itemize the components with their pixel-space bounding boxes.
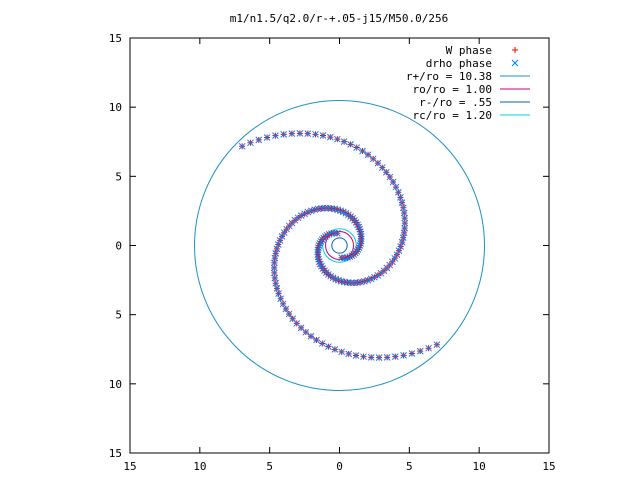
drho-phase-point	[391, 353, 399, 360]
radius-circle	[331, 237, 348, 254]
drho-phase-point	[392, 183, 400, 191]
y-tick-label: 10	[109, 378, 122, 391]
x-tick-label: 15	[123, 460, 136, 473]
drho-phase-point	[425, 344, 432, 352]
drho-phase-point	[273, 285, 281, 292]
legend-point-swatch	[512, 47, 518, 53]
drho-phase-point	[360, 353, 367, 361]
drho-phase-point	[277, 295, 285, 303]
drho-phase-point	[307, 332, 315, 340]
radius-circle	[322, 228, 357, 263]
x-tick-label: 5	[406, 460, 413, 473]
y-tick-label: 15	[109, 447, 122, 460]
drho-phase-point	[282, 305, 290, 313]
drho-phase-point	[369, 155, 377, 163]
drho-phase-point	[288, 130, 296, 137]
drho-phase-point	[302, 328, 310, 336]
drho-phase-point	[325, 343, 332, 350]
radius-circle	[194, 100, 485, 391]
drho-phase-point	[313, 336, 320, 344]
x-tick-label: 10	[193, 460, 206, 473]
legend-label: rc/ro = 1.20	[413, 109, 492, 122]
drho-phase-point	[401, 219, 409, 227]
drho-phase-point	[270, 259, 278, 267]
drho-phase-point	[397, 243, 405, 250]
drho-phase-point	[272, 132, 279, 140]
y-tick-label: 5	[115, 170, 122, 183]
drho-phase-point	[326, 133, 334, 141]
x-tick-label: 5	[266, 460, 273, 473]
chart-title: m1/n1.5/q2.0/r-+.05-j15/M50.0/256	[230, 12, 449, 25]
drho-phase-point	[375, 354, 383, 361]
drho-phase-point	[319, 132, 327, 139]
drho-phase-point	[270, 264, 278, 272]
drho-phase-point	[285, 310, 293, 318]
y-tick-label: 10	[109, 101, 122, 114]
legend-label: ro/ro = 1.00	[413, 83, 492, 96]
drho-phase-point	[353, 144, 361, 151]
drho-phase-point	[304, 130, 312, 137]
drho-phase-point	[275, 290, 282, 297]
drho-phase-point	[247, 139, 254, 147]
y-tick-label: 5	[115, 309, 122, 322]
drho-phase-point	[386, 173, 394, 181]
drho-phase-point	[347, 141, 354, 148]
legend-point-swatch	[511, 59, 519, 67]
drho-phase-point	[331, 346, 339, 353]
x-tick-label: 0	[336, 460, 343, 473]
drho-phase-point	[394, 188, 402, 196]
drho-phase-point	[255, 136, 263, 144]
y-tick-label: 0	[115, 240, 122, 253]
drho-phase-point	[364, 151, 372, 159]
drho-phase-point	[340, 138, 348, 145]
legend-label: W phase	[446, 44, 492, 57]
drho-phase-point	[389, 178, 397, 186]
drho-phase-point	[399, 204, 407, 212]
drho-phase-point	[383, 354, 391, 361]
legend-label: r-/ro = .55	[419, 96, 492, 109]
drho-phase-point	[398, 199, 406, 206]
drho-phase-point	[367, 354, 375, 361]
drho-phase-point	[280, 131, 288, 138]
drho-phase-point	[416, 347, 424, 355]
drho-phase-point	[345, 350, 353, 358]
drho-phase-point	[333, 135, 341, 143]
phase-points	[238, 130, 441, 361]
drho-phase-point	[318, 340, 326, 347]
legend-label: drho phase	[426, 57, 492, 70]
y-tick-label: 15	[109, 32, 122, 45]
drho-phase-point	[401, 224, 409, 232]
drho-phase-point	[271, 274, 279, 282]
drho-phase-point	[307, 207, 315, 215]
drho-phase-point	[408, 350, 416, 357]
drho-phase-point	[272, 279, 280, 287]
drho-phase-point	[338, 348, 346, 356]
drho-phase-point	[238, 142, 246, 150]
drho-phase-point	[312, 130, 319, 138]
drho-phase-point	[397, 194, 404, 201]
legend-label: r+/ro = 10.38	[406, 70, 492, 83]
drho-phase-point	[274, 241, 282, 248]
drho-phase-point	[400, 209, 408, 217]
radius-circles	[194, 100, 485, 391]
drho-phase-point	[364, 276, 372, 284]
drho-phase-point	[433, 341, 441, 349]
drho-phase-point	[296, 130, 304, 137]
drho-phase-point	[279, 300, 287, 308]
x-tick-label: 15	[542, 460, 555, 473]
drho-phase-point	[263, 134, 271, 141]
drho-phase-point	[359, 147, 366, 155]
drho-phase-point	[400, 351, 407, 359]
x-tick-label: 10	[473, 460, 486, 473]
drho-phase-point	[352, 352, 360, 359]
